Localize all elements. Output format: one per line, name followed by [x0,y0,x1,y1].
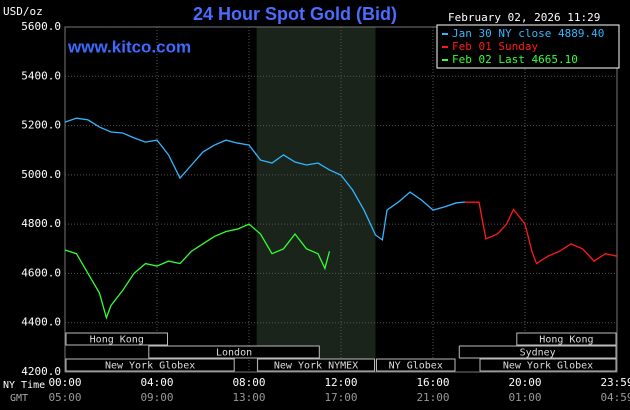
x2-tick-label: 09:00 [140,391,173,404]
session-label: Hong Kong [539,335,593,346]
x-tick-label: 16:00 [416,376,449,389]
x-tick-label: 20:00 [508,376,541,389]
x2-tick-label: 17:00 [324,391,357,404]
x-tick-label: 04:00 [140,376,173,389]
y-tick-label: 4600.0 [21,266,61,279]
session-box [148,345,320,359]
legend-label: Feb 02 Last 4665.10 [452,53,578,66]
session-box [516,332,617,346]
session-label: Hong Kong [90,335,144,346]
x2-tick-label: 21:00 [416,391,449,404]
x-tick-label: 08:00 [232,376,265,389]
website: www.kitco.com [67,37,191,56]
y-tick-label: 5200.0 [21,119,61,132]
series-line [64,117,466,242]
timestamp: February 02, 2026 11:29 [448,11,600,24]
session-label: New York Globex [503,361,593,372]
session-label: New York Globex [105,361,195,372]
x-tick-label: 12:00 [324,376,357,389]
y-tick-label: 4200.0 [21,365,61,378]
session-label: New York NYMEX [274,361,358,372]
session-box [376,358,456,372]
legend-box [436,24,620,69]
x2-axis-label: GMT [10,393,28,404]
x-tick-label: 00:00 [48,376,81,389]
session-box [257,358,375,372]
y-tick-label: 5400.0 [21,69,61,82]
shaded-region [256,27,376,372]
session-label: Sydney [520,348,556,359]
session-box [458,345,617,359]
legend-label: Jan 30 NY close 4889.40 [452,27,604,40]
y-tick-label: 5000.0 [21,168,61,181]
x-axis-label: NY Time [3,380,45,391]
series-line [465,201,618,265]
x2-tick-label: 05:00 [48,391,81,404]
x2-tick-label: 04:59 [600,391,630,404]
x-tick-label: 23:59 [600,376,630,389]
session-box [479,358,617,372]
session-box [65,332,168,346]
y-tick-label: 4800.0 [21,217,61,230]
series-line [64,223,331,320]
y-axis-label: USD/oz [3,5,43,18]
x2-tick-label: 13:00 [232,391,265,404]
y-tick-label: 4400.0 [21,316,61,329]
x2-tick-label: 01:00 [508,391,541,404]
session-label: NY Globex [389,361,443,372]
y-tick-label: 5600.0 [21,20,61,33]
legend-label: Feb 01 Sunday [452,40,538,53]
plot-frame [64,26,618,373]
session-label: London [216,348,252,359]
session-box [65,358,235,372]
chart-title: 24 Hour Spot Gold (Bid) [193,4,397,24]
